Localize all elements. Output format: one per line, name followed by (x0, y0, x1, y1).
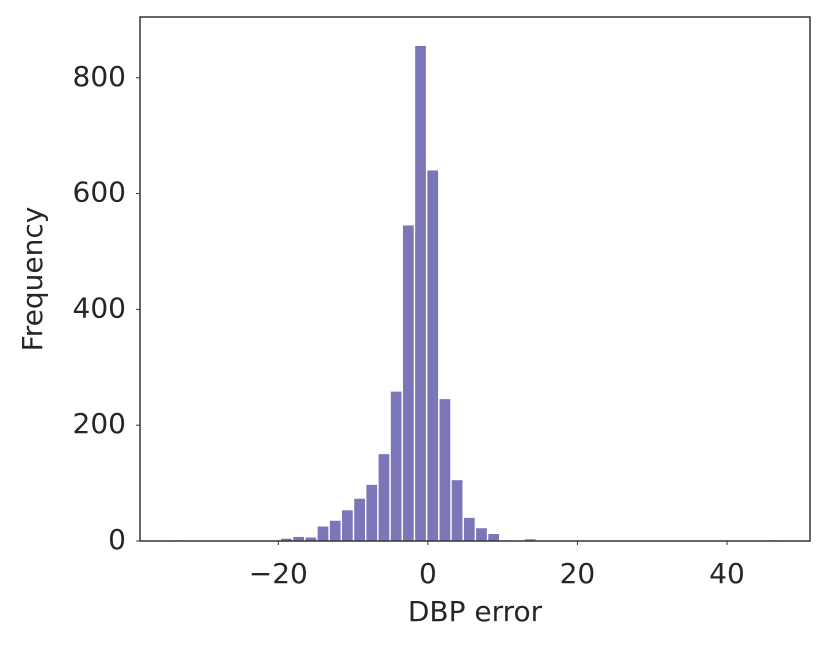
plot-frame (139, 16, 811, 542)
x-tick-label: 0 (419, 557, 437, 590)
bar (329, 520, 341, 541)
bar (293, 536, 305, 541)
bar (488, 534, 500, 541)
bar (317, 526, 329, 541)
y-tick-label: 400 (73, 291, 126, 324)
y-tick-label: 600 (73, 176, 126, 209)
bar (451, 480, 463, 541)
y-tick-label: 800 (73, 60, 126, 93)
x-tick-label: 40 (709, 557, 745, 590)
x-tick-label: −20 (249, 557, 308, 590)
bar (281, 538, 292, 541)
bar (476, 528, 487, 541)
bar (390, 391, 402, 541)
bar (463, 517, 475, 541)
x-tick-label: 20 (560, 557, 596, 590)
bar (366, 484, 378, 541)
bar (342, 510, 353, 541)
bar (439, 399, 451, 541)
bar (402, 225, 414, 541)
bar (305, 537, 317, 541)
bar (354, 498, 365, 541)
bar (378, 454, 390, 541)
x-axis-label: DBP error (408, 595, 543, 628)
bar (524, 539, 536, 541)
bar (415, 45, 426, 541)
y-axis-label: Frequency (16, 207, 49, 352)
bar (427, 170, 439, 541)
y-tick-label: 0 (108, 523, 126, 556)
y-tick-label: 200 (73, 407, 126, 440)
